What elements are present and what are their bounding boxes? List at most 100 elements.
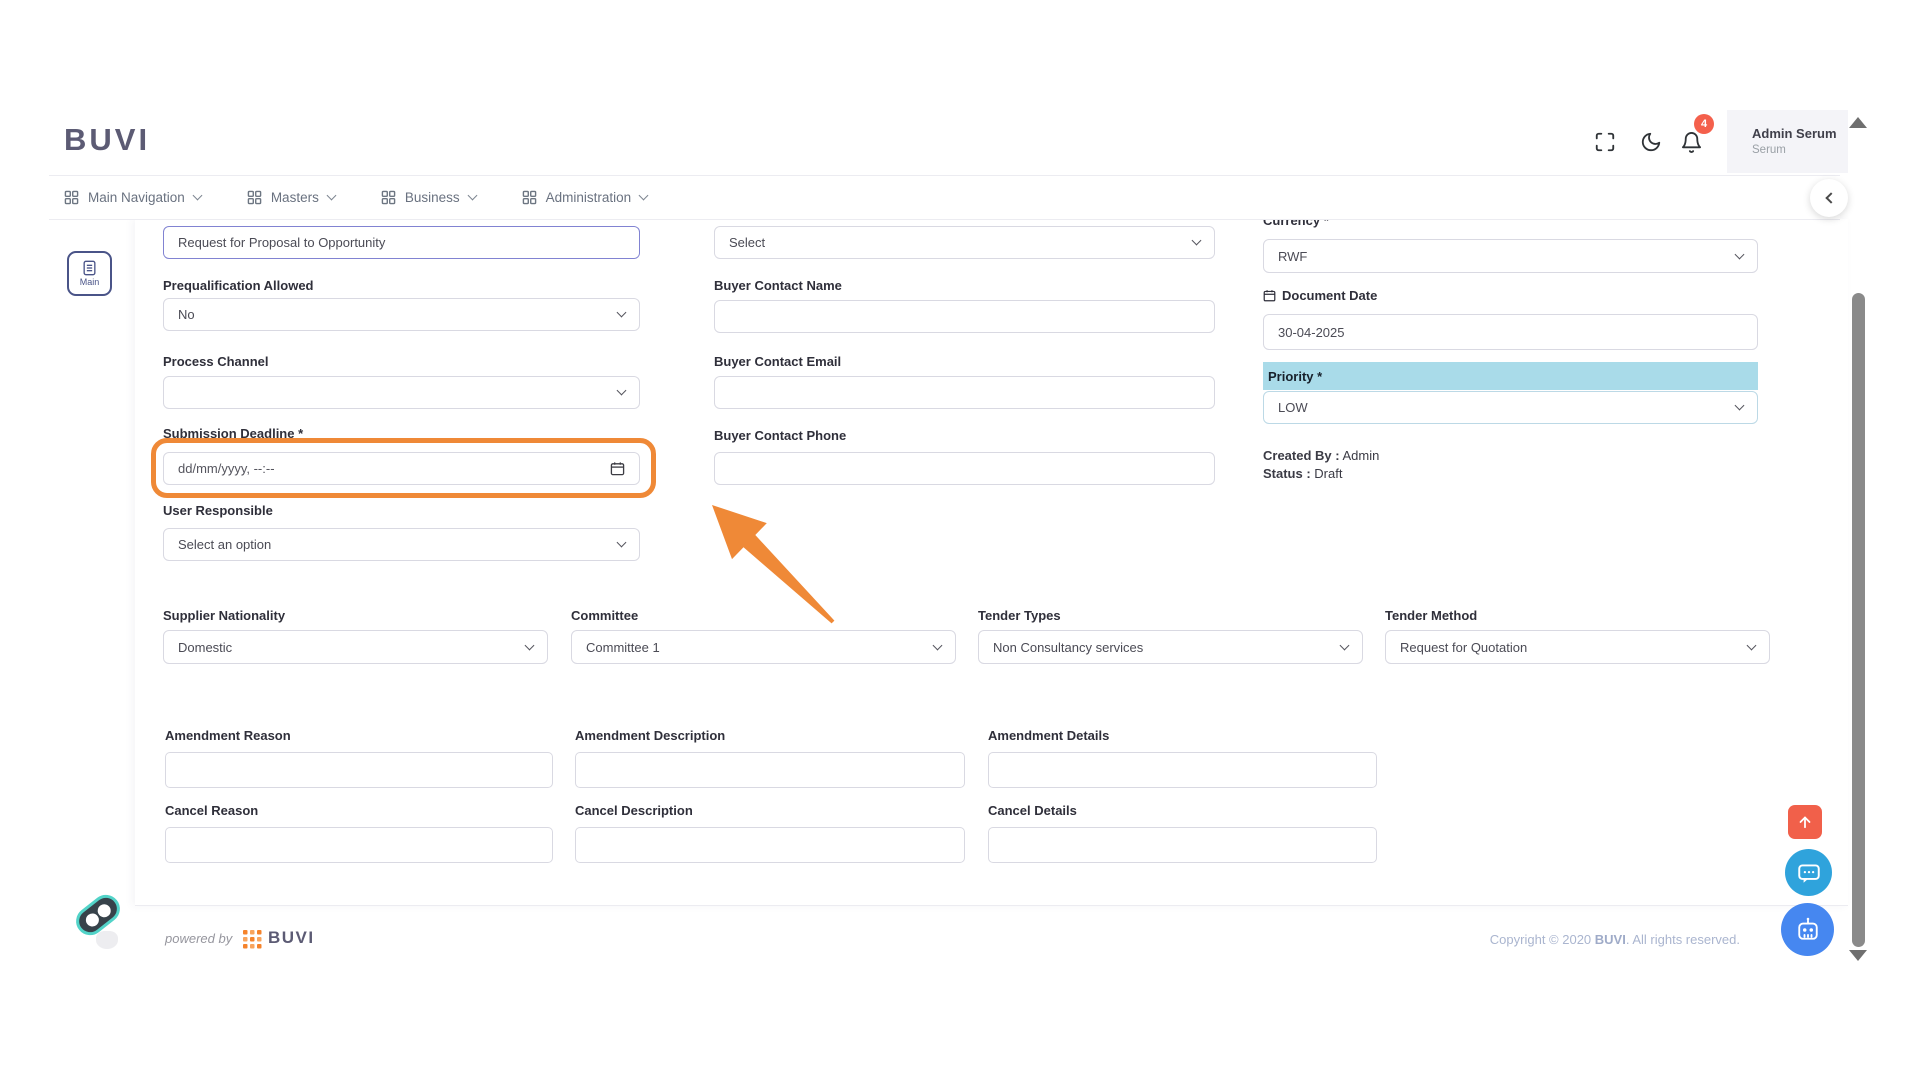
status-line: Status : Draft xyxy=(1263,466,1343,481)
user-name: Admin Serum xyxy=(1752,126,1837,141)
chevron-down-icon xyxy=(192,190,203,201)
rfp-type-input[interactable] xyxy=(163,226,640,259)
opportunity-select[interactable]: Select xyxy=(714,226,1215,259)
sidebar-collapse-button[interactable] xyxy=(1810,179,1848,217)
navbar-divider xyxy=(49,219,1840,220)
footer-brand: BUVI xyxy=(268,928,315,947)
process-channel-label: Process Channel xyxy=(163,354,269,369)
prequalification-select[interactable]: No xyxy=(163,298,640,331)
buyer-contact-email-label: Buyer Contact Email xyxy=(714,354,842,369)
amendment-description-input[interactable] xyxy=(575,752,965,788)
grid-icon xyxy=(64,190,79,205)
amendment-reason-label: Amendment Reason xyxy=(165,728,291,743)
arrow-up-icon xyxy=(1799,816,1811,829)
buvi-logo: BUVI xyxy=(64,122,151,157)
sidebar-item-label: Main xyxy=(79,277,100,287)
user-menu[interactable]: Admin Serum Serum xyxy=(1727,110,1848,173)
assistant-bot-button[interactable] xyxy=(1781,903,1834,956)
scrollbar-down-arrow[interactable] xyxy=(1849,950,1867,961)
mascot-shadow xyxy=(96,931,118,949)
chevron-down-icon xyxy=(1191,235,1202,246)
grid-icon xyxy=(522,190,536,205)
user-responsible-select[interactable]: Select an option xyxy=(163,528,640,561)
scrollbar-up-arrow[interactable] xyxy=(1849,117,1867,128)
buyer-contact-phone-label: Buyer Contact Phone xyxy=(714,428,847,443)
chevron-down-icon xyxy=(467,190,478,201)
cancel-description-label: Cancel Description xyxy=(575,803,693,818)
amendment-description-label: Amendment Description xyxy=(575,728,726,743)
calendar-icon xyxy=(610,462,625,476)
header-divider xyxy=(49,175,1840,176)
document-date-label: Document Date xyxy=(1263,288,1377,303)
chat-bubble-icon xyxy=(1797,863,1820,883)
priority-select[interactable]: LOW xyxy=(1263,391,1758,424)
footer-divider xyxy=(135,905,1848,906)
tender-method-select[interactable]: Request for Quotation xyxy=(1385,630,1770,664)
amendment-details-label: Amendment Details xyxy=(988,728,1110,743)
chevron-down-icon xyxy=(326,190,337,201)
tender-method-label: Tender Method xyxy=(1385,608,1478,623)
currency-select[interactable]: RWF xyxy=(1263,239,1758,273)
buyer-contact-phone-input[interactable] xyxy=(714,452,1215,485)
cancel-details-label: Cancel Details xyxy=(988,803,1077,818)
prequalification-label: Prequalification Allowed xyxy=(163,278,314,293)
nav-label: Administration xyxy=(545,190,632,205)
main-navbar: Main Navigation Masters Business xyxy=(49,176,1840,219)
tender-types-select[interactable]: Non Consultancy services xyxy=(978,630,1363,664)
nav-label: Masters xyxy=(270,190,319,205)
document-icon xyxy=(83,260,96,276)
amendment-reason-input[interactable] xyxy=(165,752,553,788)
fullscreen-icon[interactable] xyxy=(1594,131,1618,155)
buyer-contact-name-input[interactable] xyxy=(714,300,1215,333)
chevron-down-icon xyxy=(1339,640,1350,650)
buvi-grid-icon xyxy=(243,930,262,949)
supplier-nationality-label: Supplier Nationality xyxy=(163,608,286,623)
scroll-to-top-button[interactable] xyxy=(1788,805,1822,839)
sidebar-item-main[interactable]: Main xyxy=(67,251,112,296)
notification-count-badge: 4 xyxy=(1694,114,1714,134)
cancel-details-input[interactable] xyxy=(988,827,1377,863)
chat-button[interactable] xyxy=(1785,849,1832,896)
chevron-down-icon xyxy=(638,190,649,201)
scrollbar-thumb[interactable] xyxy=(1852,293,1865,947)
nav-item-masters[interactable]: Masters xyxy=(247,190,337,205)
document-date-input[interactable] xyxy=(1263,314,1758,350)
process-channel-select[interactable] xyxy=(163,376,640,409)
user-role: Serum xyxy=(1752,144,1786,156)
buyer-contact-email-input[interactable] xyxy=(714,376,1215,409)
chevron-down-icon xyxy=(1734,400,1745,411)
submission-deadline-label: Submission Deadline * xyxy=(163,426,304,441)
powered-by-text: powered by xyxy=(165,931,233,946)
amendment-details-input[interactable] xyxy=(988,752,1377,788)
user-responsible-label: User Responsible xyxy=(163,503,273,518)
nav-item-administration[interactable]: Administration xyxy=(522,190,649,205)
committee-label: Committee xyxy=(571,608,639,623)
chevron-down-icon xyxy=(1746,640,1757,650)
copyright-text: Copyright © 2020 BUVI. All rights reserv… xyxy=(1489,932,1740,947)
committee-select[interactable]: Committee 1 xyxy=(571,630,956,664)
nav-item-main-navigation[interactable]: Main Navigation xyxy=(64,190,203,205)
priority-label-highlight: Priority * xyxy=(1263,362,1758,390)
notifications-bell-icon[interactable] xyxy=(1680,131,1704,155)
cancel-description-input[interactable] xyxy=(575,827,965,863)
supplier-nationality-select[interactable]: Domestic xyxy=(163,630,548,664)
dark-mode-moon-icon[interactable] xyxy=(1640,131,1664,155)
chevron-down-icon xyxy=(1734,249,1745,259)
nav-item-business[interactable]: Business xyxy=(381,190,478,205)
grid-icon xyxy=(247,190,262,205)
priority-label: Priority * xyxy=(1268,368,1323,384)
chevron-down-icon xyxy=(932,640,943,650)
grid-icon xyxy=(381,190,396,205)
cancel-reason-label: Cancel Reason xyxy=(165,803,259,818)
chevron-down-icon xyxy=(616,385,627,396)
tender-types-label: Tender Types xyxy=(978,608,1061,623)
submission-deadline-input[interactable]: dd/mm/yyyy, --:-- xyxy=(163,452,640,485)
buyer-contact-name-label: Buyer Contact Name xyxy=(714,278,842,293)
created-by-line: Created By : Admin xyxy=(1263,448,1380,463)
calendar-icon xyxy=(1263,290,1276,302)
nav-label: Main Navigation xyxy=(88,190,185,205)
chatbot-mascot[interactable] xyxy=(70,889,134,953)
cancel-reason-input[interactable] xyxy=(165,827,553,863)
chevron-down-icon xyxy=(616,537,627,548)
